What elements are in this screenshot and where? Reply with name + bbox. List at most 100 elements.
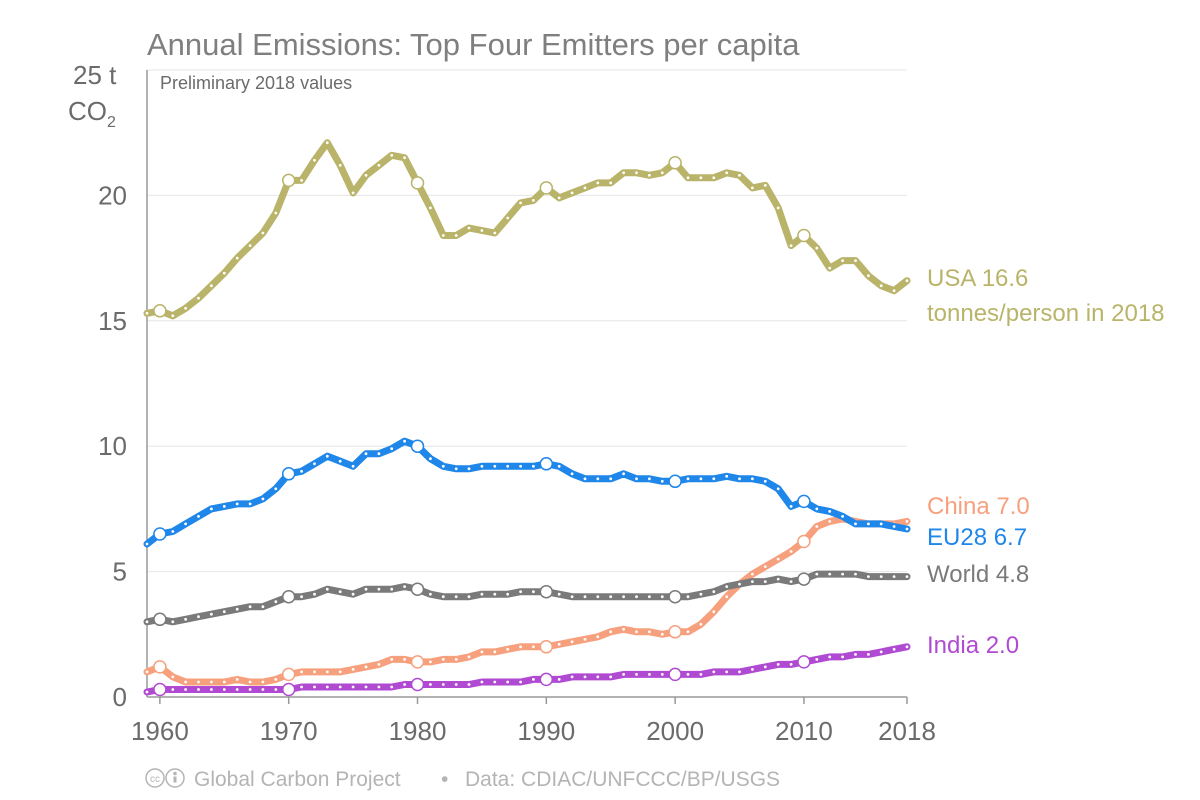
data-point-eu28 [153,527,167,541]
data-point-china [797,534,811,549]
data-point-world [532,590,535,594]
data-point-india [867,653,870,656]
y-tick-label: 0 [113,682,127,712]
data-point-eu28 [351,464,355,468]
data-point-usa [248,244,252,248]
footer: cc Global Carbon Project • Data: CDIAC/U… [145,768,780,791]
data-point-eu28 [222,505,226,508]
data-point-china [248,680,252,684]
data-point-china [300,670,303,674]
data-point-world [668,589,682,604]
data-point-china [184,680,188,684]
data-point-world [351,592,355,596]
data-point-usa [210,284,213,288]
data-point-india [725,670,729,674]
x-tick-label: 2018 [878,716,936,746]
data-point-india [519,680,522,684]
data-point-usa [828,266,832,270]
data-point-usa [171,314,175,318]
data-point-eu28 [235,502,239,506]
data-point-china [390,658,394,661]
data-point-china [622,627,625,631]
data-point-china [377,663,381,666]
data-point-world [281,589,296,604]
data-point-usa [738,173,741,177]
data-point-world [235,607,239,611]
data-point-india [197,688,200,691]
series-label-india: India 2.0 [927,632,1019,659]
data-point-china [338,670,342,674]
data-point-world [828,572,832,576]
data-point-eu28 [338,459,342,463]
x-tick-label: 1980 [389,716,447,746]
data-point-india [171,688,175,691]
data-point-china [539,640,554,654]
data-point-world [184,617,188,621]
data-point-eu28 [583,477,587,481]
data-point-china [467,655,471,659]
data-point-usa [596,181,600,185]
data-point-world [686,595,690,599]
data-point-usa [622,171,625,175]
data-point-usa [145,311,149,315]
data-point-eu28 [668,474,682,489]
data-point-india [841,655,844,659]
data-point-india [583,675,587,679]
data-point-eu28 [699,477,703,481]
data-point-china [222,680,226,684]
attribution-icon [165,768,185,788]
data-point-usa [635,171,638,175]
data-point-eu28 [313,462,316,466]
series-china [143,515,911,686]
data-point-world [699,592,703,596]
series-world [143,570,911,627]
data-point-usa [364,173,368,177]
data-point-india [184,688,188,691]
data-point-china [668,625,682,639]
data-point-world [776,577,780,581]
y-tick-label: 20 [98,180,127,210]
series-line-india [143,643,911,696]
series-line-usa [143,139,911,320]
data-point-eu28 [854,522,857,526]
chart-title: Annual Emissions: Top Four Emitters per … [147,27,800,62]
data-point-india [699,673,703,676]
data-point-usa [377,163,381,167]
data-point-eu28 [725,474,729,478]
data-point-world [660,595,664,599]
data-point-china [712,610,716,614]
data-point-world [300,595,303,599]
data-point-china [609,630,613,634]
data-point-world [725,585,729,588]
data-point-india [815,658,819,661]
data-point-india [338,685,342,689]
data-point-india [493,680,497,684]
data-point-india [390,685,394,689]
x-tick-label: 1960 [131,716,189,746]
data-point-india [738,670,741,674]
data-point-eu28 [797,494,811,509]
data-point-china [410,655,425,669]
data-point-china [751,572,754,576]
data-point-china [261,680,265,684]
data-point-world [390,587,394,591]
data-point-world [377,587,381,591]
data-point-usa [197,296,200,300]
data-point-world [609,595,613,599]
data-point-eu28 [274,487,278,491]
data-point-usa [570,191,574,195]
data-point-eu28 [635,477,638,481]
data-point-china [480,650,484,654]
data-point-india [454,683,458,686]
y-tick-label: 5 [113,557,127,587]
data-point-usa [493,231,497,235]
data-point-world [797,572,811,586]
data-point-eu28 [248,502,252,506]
data-point-eu28 [622,472,625,476]
data-point-india [648,673,651,676]
x-tick-label: 2010 [775,716,833,746]
data-point-china [153,660,167,674]
data-point-world [441,595,445,599]
data-point-usa [403,156,406,160]
